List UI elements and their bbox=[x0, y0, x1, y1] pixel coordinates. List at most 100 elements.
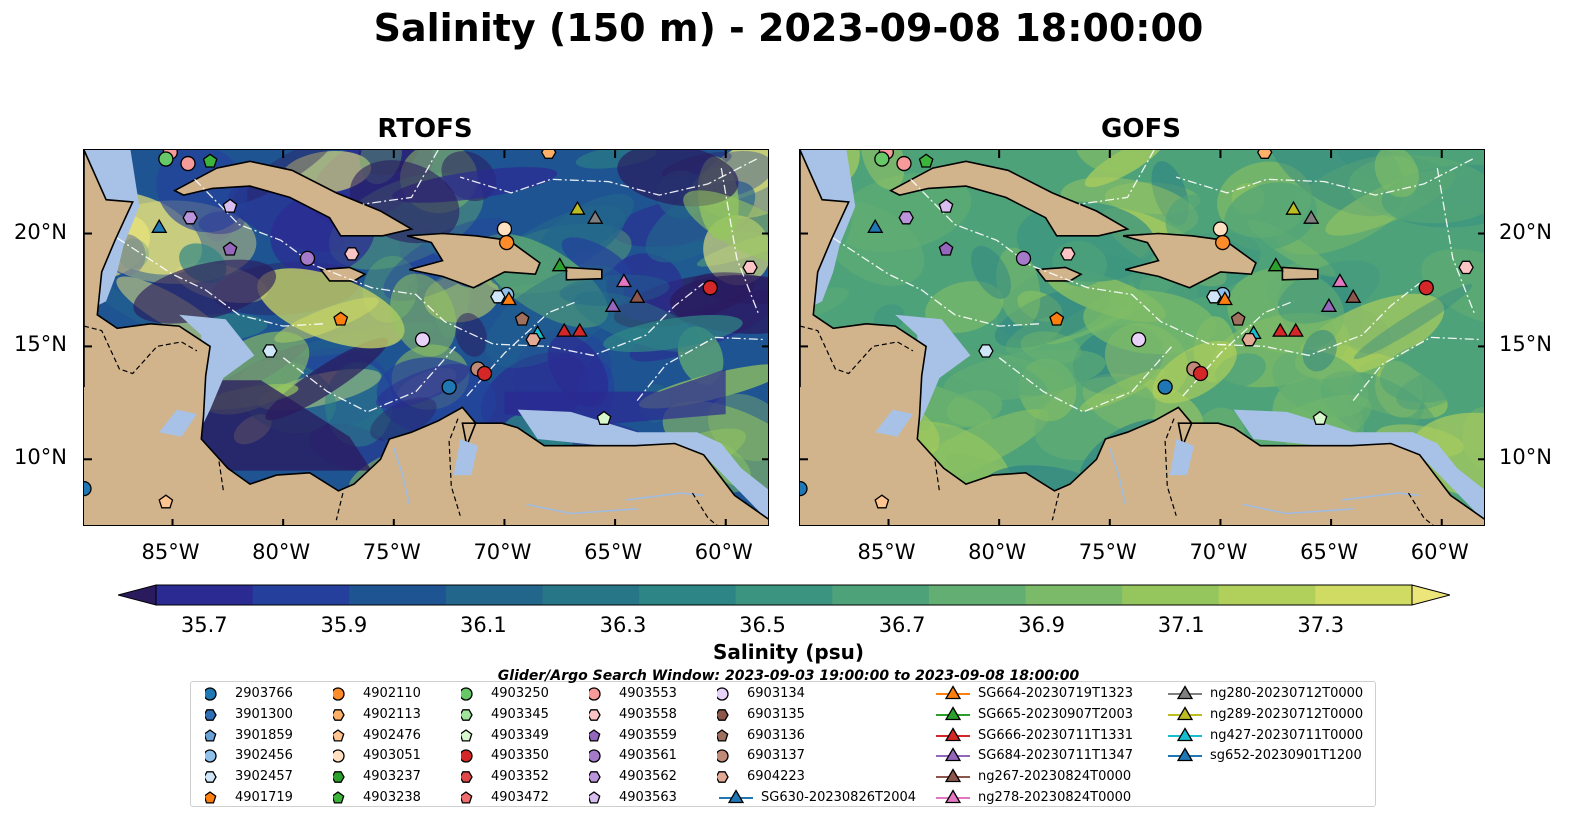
colorbar-tick-label: 36.5 bbox=[739, 613, 786, 637]
legend-marker bbox=[719, 789, 753, 804]
marker-hexagon bbox=[1256, 150, 1273, 159]
low-salinity-region bbox=[504, 369, 726, 426]
marker-pentagon bbox=[222, 198, 238, 213]
marker-triangle bbox=[1285, 200, 1302, 215]
legend-marker bbox=[589, 687, 601, 701]
marker-pentagon bbox=[158, 494, 174, 509]
legend-label: SG684-20230711T1347 bbox=[978, 748, 1134, 764]
map-rtofs[interactable] bbox=[83, 149, 769, 526]
legend-marker bbox=[717, 728, 729, 742]
legend-marker bbox=[461, 687, 473, 701]
eez-boundary bbox=[460, 158, 757, 196]
marker-triangle bbox=[556, 322, 573, 337]
eez-boundary bbox=[1176, 158, 1473, 196]
colorbar-segment bbox=[1025, 585, 1123, 605]
legend-label: 4903553 bbox=[619, 686, 677, 701]
lon-tick-label: 65°W bbox=[584, 540, 643, 564]
colorbar-tick-label: 35.9 bbox=[320, 613, 368, 637]
legend-marker bbox=[936, 706, 970, 720]
legend-marker bbox=[717, 749, 729, 764]
country-border bbox=[800, 325, 914, 375]
legend-label: 6903136 bbox=[747, 727, 805, 743]
legend-marker bbox=[205, 708, 217, 721]
legend-marker bbox=[461, 791, 473, 804]
lon-tick-label: 80°W bbox=[968, 540, 1027, 564]
legend-marker bbox=[717, 687, 729, 701]
legend-label: 4903051 bbox=[363, 748, 421, 764]
map-gofs[interactable] bbox=[799, 149, 1485, 526]
land-pr bbox=[565, 266, 603, 281]
country-border bbox=[691, 492, 718, 525]
colorbar bbox=[116, 584, 1452, 610]
colorbar-frame bbox=[155, 584, 1413, 606]
legend-label: SG630-20230826T2004 bbox=[761, 790, 917, 805]
marker-triangle bbox=[1331, 273, 1349, 288]
figure-title: Salinity (150 m) - 2023-09-08 18:00:00 bbox=[373, 6, 1204, 50]
marker-circle bbox=[896, 155, 912, 172]
colorbar-tick-label: 35.7 bbox=[180, 613, 228, 637]
marker-circle bbox=[874, 151, 890, 167]
eez-boundary bbox=[1182, 300, 1294, 397]
eez-boundary bbox=[1078, 150, 1155, 205]
country-border bbox=[1051, 492, 1060, 521]
marker-triangle bbox=[587, 209, 604, 224]
legend-label: 4903472 bbox=[491, 790, 549, 805]
eez-boundary bbox=[466, 300, 578, 397]
marker-triangle bbox=[1287, 322, 1304, 337]
marker-triangle bbox=[151, 218, 168, 233]
legend-marker bbox=[461, 708, 473, 721]
marker-hexagon bbox=[898, 211, 914, 225]
country-border bbox=[84, 325, 198, 375]
marker-pentagon bbox=[1049, 311, 1065, 326]
marker-pentagon bbox=[938, 241, 954, 256]
marker-pentagon bbox=[202, 153, 218, 168]
marker-circle bbox=[158, 151, 174, 167]
colorbar-segment bbox=[928, 585, 1027, 605]
legend-label: 4903238 bbox=[363, 790, 421, 805]
lake-nicaragua bbox=[159, 409, 197, 437]
legend-marker bbox=[936, 685, 970, 700]
marker-circle bbox=[496, 221, 513, 237]
colorbar-segment bbox=[639, 585, 737, 605]
lon-tick-label: 60°W bbox=[694, 540, 753, 564]
legend-label: 6904223 bbox=[747, 769, 805, 785]
marker-circle bbox=[414, 331, 431, 348]
marker-circle bbox=[499, 234, 515, 251]
legend-marker bbox=[205, 687, 217, 701]
river bbox=[1342, 492, 1420, 501]
legend-label: 4903237 bbox=[363, 769, 421, 785]
land-pacific-coast bbox=[800, 387, 990, 525]
marker-hexagon bbox=[262, 344, 278, 358]
marker-circle bbox=[702, 280, 718, 296]
marker-circle bbox=[1215, 234, 1231, 251]
lon-tick-label: 75°W bbox=[362, 540, 421, 564]
colorbar-label: Salinity (psu) bbox=[712, 640, 864, 664]
marker-circle bbox=[1192, 365, 1209, 382]
lat-tick-label: 20°N bbox=[14, 219, 67, 244]
marker-pentagon bbox=[596, 410, 612, 425]
legend-marker bbox=[1168, 706, 1202, 720]
colorbar-tick-label: 36.1 bbox=[460, 613, 507, 637]
legend-label: 6903134 bbox=[747, 686, 805, 701]
marker-hexagon bbox=[490, 290, 506, 304]
marker-triangle bbox=[569, 200, 586, 215]
shallow-shelf bbox=[517, 409, 768, 521]
colorbar-tick-label: 36.3 bbox=[599, 613, 647, 637]
legend-marker bbox=[589, 791, 601, 804]
legend-marker bbox=[461, 771, 473, 784]
legend-marker bbox=[333, 708, 345, 721]
legend-label: 4903561 bbox=[619, 748, 677, 764]
legend-marker bbox=[936, 768, 970, 783]
legend-label: 6903137 bbox=[747, 748, 805, 764]
legend-label: 4901719 bbox=[235, 790, 293, 805]
colorbar-segment bbox=[1315, 585, 1413, 605]
map-canvas bbox=[84, 150, 768, 525]
colorbar-tick-label: 36.7 bbox=[878, 613, 926, 637]
legend-marker bbox=[205, 791, 217, 804]
lake-maracaibo bbox=[1169, 439, 1194, 476]
legend-label: 4903349 bbox=[491, 727, 549, 743]
colorbar-segment bbox=[832, 585, 930, 605]
legend-label: 4903559 bbox=[619, 727, 677, 743]
legend-marker bbox=[333, 771, 345, 784]
legend-label: 3901859 bbox=[235, 727, 293, 743]
